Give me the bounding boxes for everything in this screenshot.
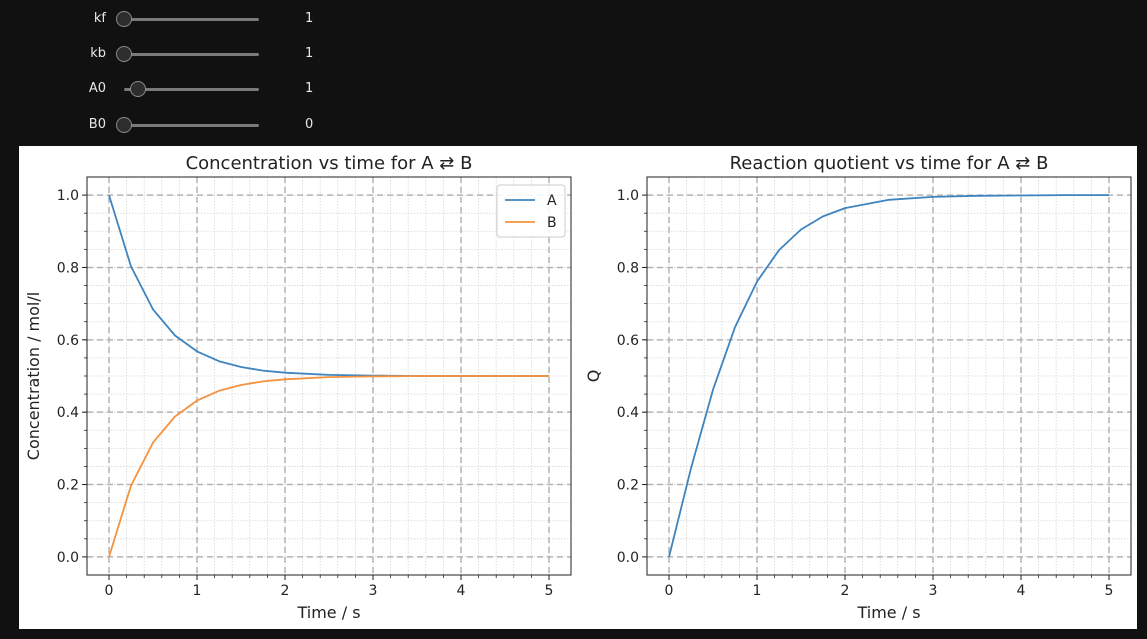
- series-line-1: [668, 194, 1109, 558]
- x-tick-label: 4: [1017, 583, 1026, 599]
- y-tick-label: 0.6: [617, 333, 639, 349]
- slider-value: 1: [305, 81, 314, 96]
- legend-label: A: [547, 193, 557, 209]
- y-tick-label: 0.6: [57, 333, 79, 349]
- slider-thumb[interactable]: [116, 117, 132, 133]
- slider-b0: B0 0: [0, 107, 340, 143]
- slider-track[interactable]: [124, 124, 259, 127]
- y-tick-label: 0.4: [57, 405, 79, 421]
- slider-kf: kf 1: [0, 1, 340, 37]
- slider-track[interactable]: [124, 18, 259, 21]
- x-tick-label: 1: [753, 583, 762, 599]
- x-tick-label: 3: [929, 583, 938, 599]
- y-tick-label: 0.4: [617, 405, 639, 421]
- slider-track[interactable]: [124, 88, 259, 91]
- slider-label: A0: [88, 81, 106, 96]
- x-tick-label: 0: [665, 583, 674, 599]
- chart-title: Reaction quotient vs time for A ⇄ B: [730, 153, 1049, 174]
- y-tick-label: 1.0: [617, 188, 639, 204]
- slider-label: kb: [90, 46, 106, 61]
- chart-title: Concentration vs time for A ⇄ B: [186, 153, 473, 174]
- y-tick-label: 0.8: [617, 260, 639, 276]
- y-axis-label: Q: [584, 370, 603, 383]
- slider-thumb[interactable]: [116, 46, 132, 62]
- x-tick-label: 4: [457, 583, 466, 599]
- slider-value: 0: [305, 117, 314, 132]
- x-tick-label: 5: [545, 583, 554, 599]
- x-tick-label: 1: [193, 583, 202, 599]
- legend: AB: [496, 184, 566, 238]
- y-axis-label: Concentration / mol/l: [24, 292, 43, 460]
- slider-track[interactable]: [124, 53, 259, 56]
- slider-thumb[interactable]: [129, 81, 146, 97]
- slider-value: 1: [305, 11, 314, 26]
- x-axis-label: Time / s: [296, 603, 360, 622]
- y-tick-label: 0.2: [57, 478, 79, 494]
- axes-frame: [646, 176, 1132, 576]
- x-tick-label: 5: [1105, 583, 1114, 599]
- x-tick-label: 2: [281, 583, 290, 599]
- slider-a0: A0 1: [0, 71, 340, 107]
- slider-kb: kb 1: [0, 36, 340, 72]
- legend-box: [496, 184, 566, 238]
- x-tick-label: 2: [841, 583, 850, 599]
- figure-canvas: 0 1 2 3 4 5 0.0 0.2 0.4 0.6 0.8 1.0 Concentration vs…: [24, 153, 1132, 622]
- x-tick-label: 3: [369, 583, 378, 599]
- axes-frame: [86, 176, 572, 576]
- slider-thumb[interactable]: [116, 11, 132, 27]
- slider-value: 1: [305, 46, 314, 61]
- x-tick-label: 0: [105, 583, 114, 599]
- figure: 0 1 2 3 4 5 0.0 0.2 0.4 0.6 0.8 1.0 Concentration vs…: [19, 146, 1137, 629]
- y-tick-label: 0.0: [57, 550, 79, 566]
- x-axis-label: Time / s: [856, 603, 920, 622]
- y-tick-label: 0.0: [617, 550, 639, 566]
- slider-label: B0: [88, 117, 106, 132]
- slider-label: kf: [93, 11, 106, 26]
- chart-2: 0 1 2 3 4 5 0.0 0.2 0.4 0.6 0.8 1.0 Reaction quotien…: [584, 153, 1132, 622]
- y-tick-label: 1.0: [57, 188, 79, 204]
- series-line-B: [108, 375, 549, 558]
- y-tick-label: 0.8: [57, 260, 79, 276]
- legend-label: B: [547, 215, 557, 231]
- chart-1: 0 1 2 3 4 5 0.0 0.2 0.4 0.6 0.8 1.0 Concentration vs…: [24, 153, 572, 622]
- y-tick-label: 0.2: [617, 478, 639, 494]
